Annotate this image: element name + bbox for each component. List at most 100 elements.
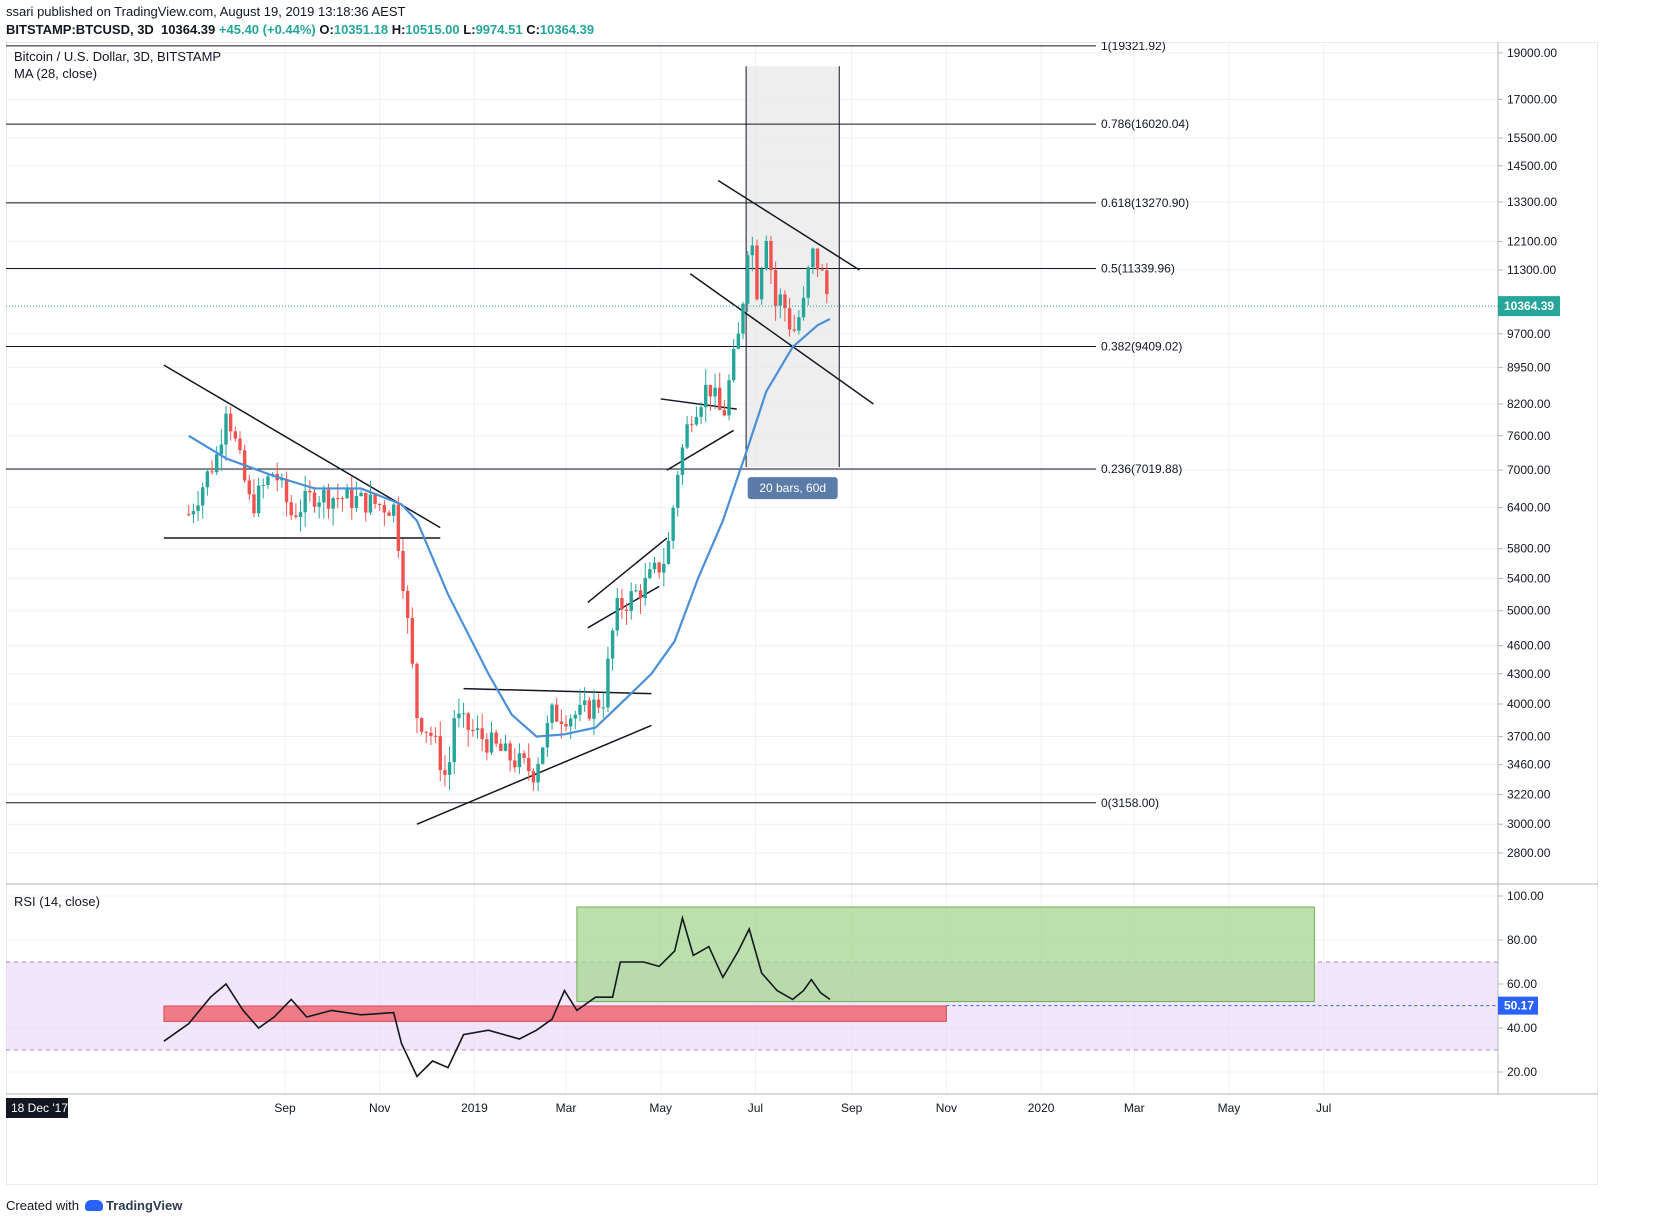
- candle-body[interactable]: [252, 494, 256, 514]
- candle-body[interactable]: [191, 510, 196, 515]
- candle-body[interactable]: [722, 409, 727, 416]
- candle-body[interactable]: [433, 735, 438, 737]
- trendline[interactable]: [463, 687, 652, 695]
- candle-body[interactable]: [256, 485, 261, 514]
- candle-body[interactable]: [652, 562, 657, 570]
- candle-body[interactable]: [662, 563, 666, 573]
- candle-body[interactable]: [364, 492, 368, 513]
- candle-body[interactable]: [298, 512, 303, 517]
- candle-body[interactable]: [778, 294, 782, 306]
- candle-body[interactable]: [308, 490, 312, 493]
- rsi-pane[interactable]: [6, 906, 1498, 1078]
- candle-body[interactable]: [825, 270, 829, 295]
- candle-body[interactable]: [233, 431, 238, 439]
- candle-body[interactable]: [541, 747, 545, 764]
- candle-body[interactable]: [522, 753, 526, 759]
- candle-body[interactable]: [382, 505, 387, 513]
- candle-body[interactable]: [787, 308, 792, 330]
- candle-body[interactable]: [527, 758, 531, 772]
- candle-body[interactable]: [224, 413, 228, 445]
- candle-body[interactable]: [713, 387, 717, 397]
- candle-body[interactable]: [634, 590, 638, 592]
- candle-body[interactable]: [708, 384, 713, 397]
- candle-body[interactable]: [294, 515, 298, 517]
- publisher-link[interactable]: ssari: [6, 4, 34, 19]
- candle-body[interactable]: [638, 590, 643, 599]
- candle-body[interactable]: [391, 504, 396, 516]
- candle-body[interactable]: [331, 498, 335, 509]
- candle-body[interactable]: [419, 718, 424, 732]
- candle-body[interactable]: [387, 512, 391, 516]
- candle-body[interactable]: [503, 743, 508, 751]
- candle-body[interactable]: [797, 317, 801, 331]
- tradingview-logo[interactable]: TradingView: [84, 1198, 182, 1213]
- candle-body[interactable]: [480, 728, 484, 740]
- candle-body[interactable]: [238, 438, 242, 451]
- candle-body[interactable]: [443, 770, 447, 775]
- candle-body[interactable]: [680, 447, 685, 475]
- candle-body[interactable]: [336, 498, 340, 500]
- candle-body[interactable]: [485, 739, 489, 753]
- candle-body[interactable]: [764, 241, 769, 270]
- candle-body[interactable]: [196, 505, 200, 511]
- candle-body[interactable]: [475, 728, 480, 731]
- candle-body[interactable]: [405, 591, 410, 618]
- rsi-line[interactable]: [163, 914, 831, 1078]
- candle-body[interactable]: [554, 704, 559, 722]
- trendline[interactable]: [666, 429, 735, 471]
- candle-body[interactable]: [666, 540, 671, 564]
- candle-body[interactable]: [284, 478, 289, 503]
- candle-body[interactable]: [769, 241, 773, 271]
- candle-body[interactable]: [205, 471, 210, 488]
- candle-body[interactable]: [671, 507, 675, 541]
- candle-body[interactable]: [736, 333, 741, 349]
- candle-body[interactable]: [461, 713, 466, 715]
- candle-body[interactable]: [424, 731, 428, 733]
- candle-body[interactable]: [773, 270, 778, 306]
- candle-body[interactable]: [582, 700, 587, 705]
- candle-body[interactable]: [550, 704, 554, 723]
- ma-line[interactable]: [188, 318, 831, 738]
- candle-body[interactable]: [340, 498, 345, 500]
- candle-body[interactable]: [801, 297, 806, 318]
- candle-body[interactable]: [499, 743, 503, 751]
- candle-body[interactable]: [587, 700, 592, 719]
- candle-body[interactable]: [210, 471, 214, 473]
- trendline[interactable]: [689, 273, 874, 405]
- candle-body[interactable]: [494, 732, 498, 744]
- candle-body[interactable]: [438, 736, 442, 771]
- candle-body[interactable]: [312, 492, 317, 507]
- candle-body[interactable]: [690, 424, 694, 426]
- candle-body[interactable]: [718, 387, 722, 410]
- candle-body[interactable]: [783, 294, 787, 309]
- candle-body[interactable]: [317, 502, 321, 507]
- candle-body[interactable]: [559, 721, 564, 725]
- candle-body[interactable]: [466, 713, 470, 730]
- candle-body[interactable]: [704, 384, 708, 408]
- price-pane[interactable]: 20 bars, 60d 1(19321.92) 0.786(16020.04) 0.…: [6, 39, 1498, 825]
- candle-body[interactable]: [452, 718, 456, 763]
- candle-body[interactable]: [792, 329, 796, 331]
- candle-body[interactable]: [359, 492, 363, 497]
- candle-body[interactable]: [536, 763, 540, 783]
- candle-body[interactable]: [610, 630, 615, 659]
- candle-body[interactable]: [261, 485, 265, 487]
- chart-frame[interactable]: 20 bars, 60d 1(19321.92) 0.786(16020.04) 0.…: [5, 39, 1599, 1186]
- candle-body[interactable]: [378, 503, 382, 506]
- candle-body[interactable]: [629, 591, 633, 611]
- candle-body[interactable]: [219, 444, 224, 455]
- candle-body[interactable]: [354, 496, 359, 508]
- candle-body[interactable]: [741, 303, 745, 334]
- candle-body[interactable]: [531, 771, 536, 783]
- trendline[interactable]: [587, 537, 668, 604]
- candle-body[interactable]: [694, 416, 699, 425]
- candle-body[interactable]: [401, 550, 405, 592]
- candle-body[interactable]: [517, 753, 522, 768]
- candle-body[interactable]: [568, 718, 573, 727]
- candle-body[interactable]: [247, 480, 252, 495]
- candle-body[interactable]: [745, 255, 750, 304]
- candle-body[interactable]: [410, 617, 415, 664]
- candle-body[interactable]: [303, 490, 307, 513]
- candle-body[interactable]: [447, 762, 452, 775]
- candle-body[interactable]: [228, 413, 233, 432]
